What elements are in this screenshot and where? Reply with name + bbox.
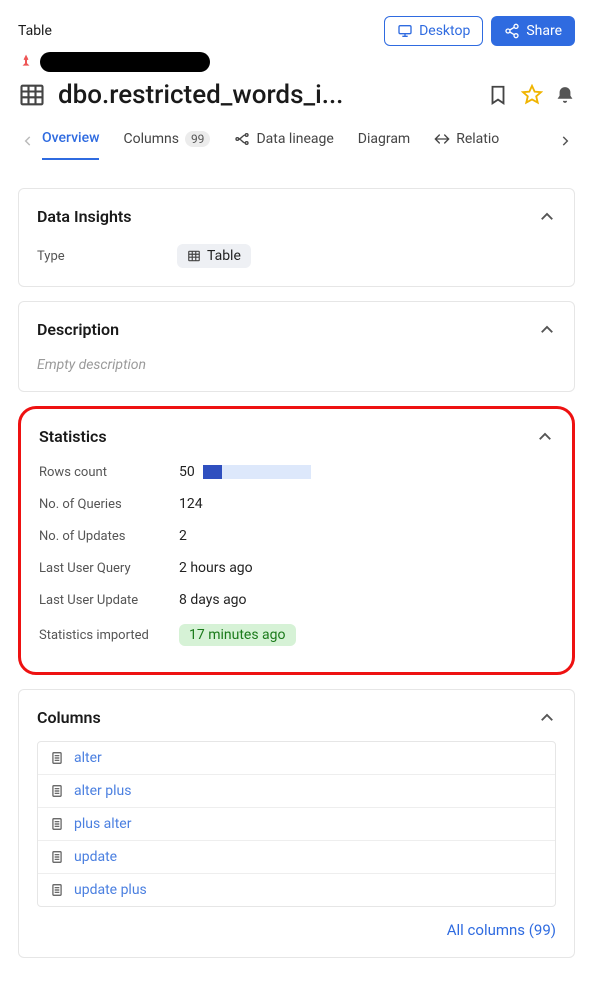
stat-value: 2 hours ago bbox=[179, 560, 253, 576]
tab-relations[interactable]: Relatio bbox=[434, 123, 499, 159]
column-item[interactable]: alter plus bbox=[38, 775, 555, 808]
chevron-left-icon bbox=[21, 134, 35, 148]
chevron-up-icon bbox=[538, 321, 556, 339]
tabs-scroll-right[interactable] bbox=[555, 134, 575, 148]
stat-value: 17 minutes ago bbox=[179, 624, 296, 646]
stat-label: Last User Update bbox=[39, 593, 179, 608]
insights-type-tag: Table bbox=[177, 244, 251, 268]
column-icon bbox=[50, 850, 64, 864]
tab-relations-label: Relatio bbox=[456, 131, 499, 147]
card-columns-title: Columns bbox=[37, 708, 101, 727]
column-name: update bbox=[74, 849, 117, 865]
stat-label: Statistics imported bbox=[39, 628, 179, 643]
tab-overview[interactable]: Overview bbox=[42, 122, 99, 160]
desktop-button[interactable]: Desktop bbox=[384, 16, 483, 46]
chevron-right-icon bbox=[558, 134, 572, 148]
card-description: Description Empty description bbox=[18, 301, 575, 392]
all-columns-link[interactable]: All columns (99) bbox=[37, 921, 556, 939]
lineage-icon bbox=[234, 131, 250, 147]
tab-columns[interactable]: Columns 99 bbox=[123, 123, 210, 159]
stat-value: 50 bbox=[179, 464, 311, 480]
card-description-title: Description bbox=[37, 320, 119, 339]
card-statistics-title: Statistics bbox=[39, 427, 107, 446]
column-name: alter plus bbox=[74, 783, 131, 799]
page-title: dbo.restricted_words_i... bbox=[58, 80, 343, 110]
tab-columns-badge: 99 bbox=[185, 131, 211, 147]
column-name: alter bbox=[74, 750, 102, 766]
stat-label: Rows count bbox=[39, 465, 179, 480]
stat-row: No. of Updates2 bbox=[39, 520, 554, 552]
tab-diagram[interactable]: Diagram bbox=[358, 123, 410, 159]
stat-value: 2 bbox=[179, 528, 187, 544]
share-button-label: Share bbox=[526, 23, 562, 39]
chevron-up-icon bbox=[538, 208, 556, 226]
stat-value: 124 bbox=[179, 496, 203, 512]
collapse-insights[interactable] bbox=[538, 208, 556, 226]
description-empty-text: Empty description bbox=[37, 357, 556, 373]
stat-label: No. of Queries bbox=[39, 497, 179, 512]
desktop-icon bbox=[397, 23, 413, 39]
chevron-up-icon bbox=[538, 709, 556, 727]
insights-type-label: Type bbox=[37, 249, 177, 264]
column-icon bbox=[50, 817, 64, 831]
tab-data-lineage[interactable]: Data lineage bbox=[234, 123, 333, 159]
collapse-description[interactable] bbox=[538, 321, 556, 339]
card-columns: Columns alter alter plus plus alter update u… bbox=[18, 689, 575, 958]
bell-icon[interactable] bbox=[555, 84, 575, 106]
star-icon[interactable] bbox=[521, 84, 543, 106]
share-icon bbox=[504, 23, 520, 39]
desktop-button-label: Desktop bbox=[419, 23, 470, 39]
stat-label: Last User Query bbox=[39, 561, 179, 576]
collapse-statistics[interactable] bbox=[536, 428, 554, 446]
tab-overview-label: Overview bbox=[42, 130, 99, 146]
card-data-insights: Data Insights Type Table bbox=[18, 188, 575, 287]
card-data-insights-title: Data Insights bbox=[37, 207, 132, 226]
stat-row: Statistics imported17 minutes ago bbox=[39, 616, 554, 654]
tabs-scroll-left[interactable] bbox=[18, 134, 38, 148]
stat-value: 8 days ago bbox=[179, 592, 247, 608]
stat-row: Rows count50 bbox=[39, 456, 554, 488]
collapse-columns[interactable] bbox=[538, 709, 556, 727]
tab-diagram-label: Diagram bbox=[358, 131, 410, 147]
table-icon bbox=[18, 81, 46, 109]
column-name: update plus bbox=[74, 882, 147, 898]
stat-row: Last User Update8 days ago bbox=[39, 584, 554, 616]
column-icon bbox=[50, 751, 64, 765]
entity-type-label: Table bbox=[18, 23, 52, 39]
stat-label: No. of Updates bbox=[39, 529, 179, 544]
column-item[interactable]: update plus bbox=[38, 874, 555, 906]
table-icon bbox=[187, 249, 201, 263]
relations-icon bbox=[434, 131, 450, 147]
chevron-up-icon bbox=[536, 428, 554, 446]
pin-icon bbox=[18, 54, 34, 70]
breadcrumb-bar bbox=[40, 52, 210, 72]
tab-data-lineage-label: Data lineage bbox=[256, 131, 333, 147]
tab-columns-label: Columns bbox=[123, 131, 178, 147]
breadcrumb-redacted bbox=[18, 52, 575, 72]
bookmark-icon[interactable] bbox=[487, 84, 509, 106]
column-item[interactable]: alter bbox=[38, 742, 555, 775]
column-name: plus alter bbox=[74, 816, 131, 832]
column-icon bbox=[50, 784, 64, 798]
insights-type-value: Table bbox=[207, 248, 241, 264]
share-button[interactable]: Share bbox=[491, 16, 575, 46]
column-item[interactable]: plus alter bbox=[38, 808, 555, 841]
stat-row: Last User Query2 hours ago bbox=[39, 552, 554, 584]
card-statistics: Statistics Rows count50No. of Queries124… bbox=[18, 406, 575, 675]
stat-row: No. of Queries124 bbox=[39, 488, 554, 520]
column-item[interactable]: update bbox=[38, 841, 555, 874]
column-icon bbox=[50, 883, 64, 897]
